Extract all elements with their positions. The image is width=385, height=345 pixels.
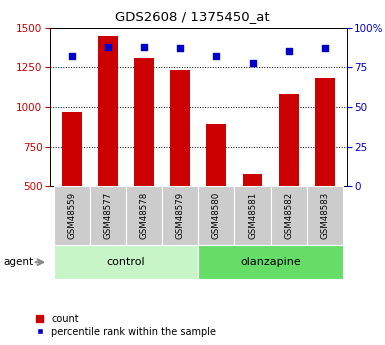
Point: [141, 44, 147, 49]
Bar: [198, 245, 343, 279]
Text: GSM48580: GSM48580: [212, 192, 221, 239]
Point: [105, 44, 111, 49]
Bar: [162, 186, 198, 245]
Text: GSM48579: GSM48579: [176, 192, 185, 239]
Point: [249, 60, 256, 65]
Text: GDS2608 / 1375450_at: GDS2608 / 1375450_at: [115, 10, 270, 23]
Bar: [134, 58, 154, 186]
Text: control: control: [107, 257, 145, 267]
Text: GSM48581: GSM48581: [248, 192, 257, 239]
Text: olanzapine: olanzapine: [240, 257, 301, 267]
Point: [69, 53, 75, 59]
Bar: [54, 245, 198, 279]
Bar: [279, 94, 299, 186]
Bar: [307, 186, 343, 245]
Point: [213, 53, 219, 59]
Text: GSM48578: GSM48578: [139, 192, 149, 239]
Point: [322, 46, 328, 51]
Bar: [62, 112, 82, 186]
Bar: [98, 36, 118, 186]
Bar: [271, 186, 307, 245]
Bar: [126, 186, 162, 245]
Bar: [234, 186, 271, 245]
Bar: [170, 70, 190, 186]
Point: [286, 49, 292, 54]
Bar: [198, 186, 234, 245]
Bar: [243, 174, 263, 186]
Bar: [54, 186, 90, 245]
Point: [177, 46, 183, 51]
Bar: [206, 125, 226, 186]
Bar: [90, 186, 126, 245]
Text: GSM48583: GSM48583: [320, 192, 329, 239]
Text: GSM48559: GSM48559: [67, 192, 76, 239]
Bar: [315, 78, 335, 186]
Text: agent: agent: [4, 257, 34, 267]
Legend: count, percentile rank within the sample: count, percentile rank within the sample: [36, 314, 216, 337]
Text: GSM48577: GSM48577: [104, 192, 112, 239]
Text: GSM48582: GSM48582: [284, 192, 293, 239]
